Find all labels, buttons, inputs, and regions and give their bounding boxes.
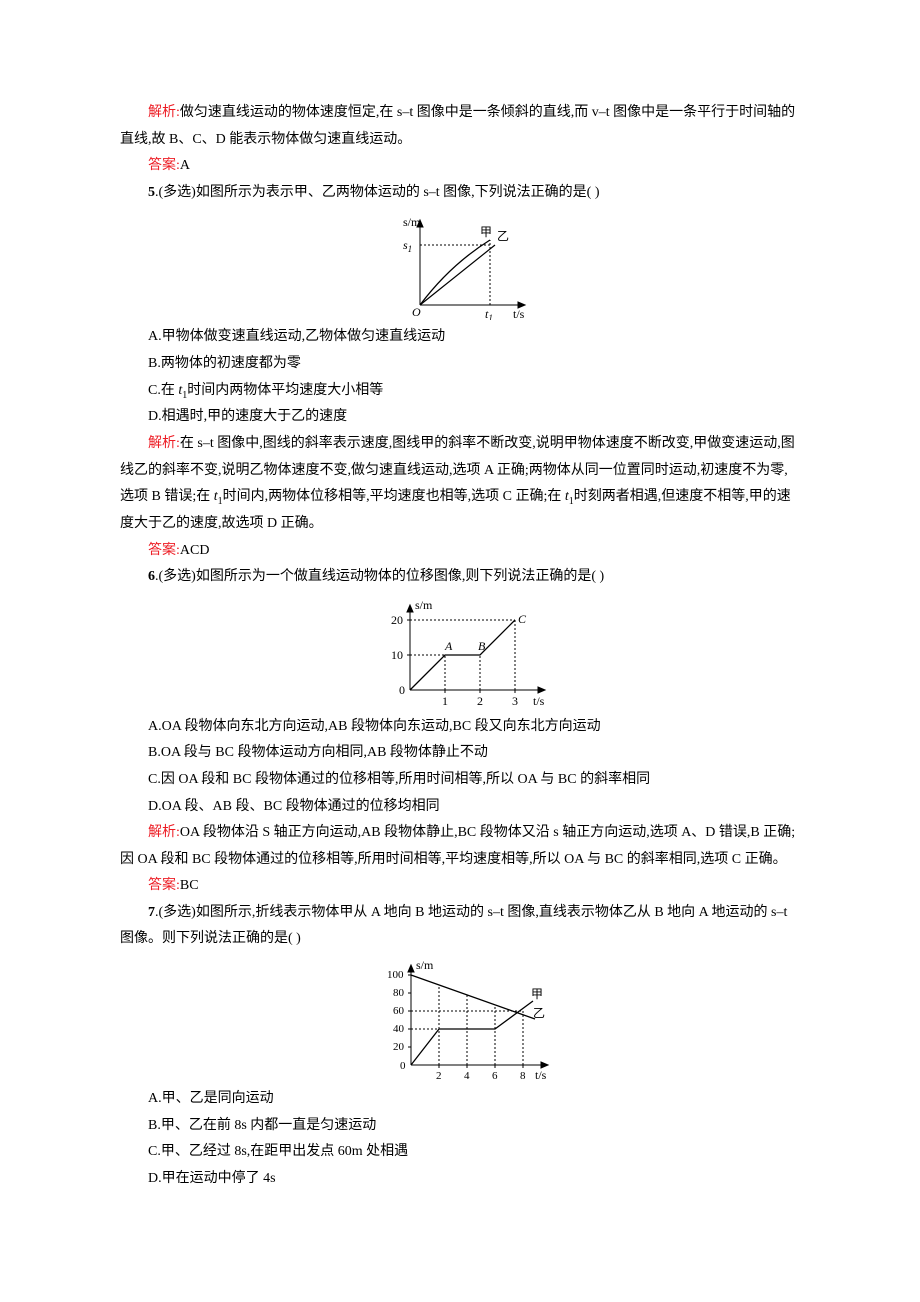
ytick-40: 40	[393, 1023, 405, 1035]
origin-label: O	[412, 305, 421, 319]
q6-answer-value: BC	[180, 878, 199, 893]
q7-opt-b: B.甲、乙在前 8s 内都一直是匀速运动	[120, 1113, 800, 1140]
path-oabc	[410, 620, 515, 690]
line-yi	[411, 975, 535, 1019]
explain-label: 解析:	[148, 436, 180, 451]
q7-figure: s/m t/s 0 20 40 60 80 100 2 4 6 8 甲 乙	[120, 957, 800, 1082]
q5-opt-c: C.在 t1时间内两物体平均速度大小相等	[120, 378, 800, 405]
explain-label: 解析:	[148, 825, 180, 840]
q6-explanation: 解析:OA 段物体沿 S 轴正方向运动,AB 段物体静止,BC 段物体又沿 s …	[120, 820, 800, 873]
q5-chart: s/m t/s O s1 t1 甲 乙	[385, 210, 535, 320]
xtick-6: 6	[492, 1070, 498, 1082]
explain-label: 解析:	[148, 105, 180, 120]
label-yi: 乙	[497, 229, 509, 243]
label-yi: 乙	[533, 1006, 545, 1020]
q6-opt-b: B.OA 段与 BC 段物体运动方向相同,AB 段物体静止不动	[120, 740, 800, 767]
q6-number: 6	[148, 569, 155, 584]
q6-answer: 答案:BC	[120, 873, 800, 900]
x-axis-label: t/s	[535, 1068, 547, 1082]
q4-explanation: 解析:做匀速直线运动的物体速度恒定,在 s–t 图像中是一条倾斜的直线,而 v–…	[120, 100, 800, 153]
q6-stem: 6.(多选)如图所示为一个做直线运动物体的位移图像,则下列说法正确的是( )	[120, 564, 800, 591]
q6-tag: .(多选)如图所示为一个做直线运动物体的位移图像,则下列说法正确的是( )	[155, 569, 604, 584]
ytick-60: 60	[393, 1005, 405, 1017]
xtick-4: 4	[464, 1070, 470, 1082]
q7-opt-d: D.甲在运动中停了 4s	[120, 1166, 800, 1193]
q4-answer-value: A	[180, 158, 190, 173]
t1-label: t1	[485, 307, 493, 320]
q6-explain-text: OA 段物体沿 S 轴正方向运动,AB 段物体静止,BC 段物体又沿 s 轴正方…	[120, 825, 795, 867]
y-axis-label: s/m	[416, 958, 434, 972]
answer-label: 答案:	[148, 878, 180, 893]
q5-explanation: 解析:在 s–t 图像中,图线的斜率表示速度,图线甲的斜率不断改变,说明甲物体速…	[120, 431, 800, 538]
q6-figure: s/m t/s 0 10 20 1 2 3 A B C	[120, 595, 800, 710]
q7-tag: .(多选)如图所示,折线表示物体甲从 A 地向 B 地运动的 s–t 图像,直线…	[120, 905, 787, 947]
xtick-1: 1	[442, 694, 448, 708]
q4-answer: 答案:A	[120, 153, 800, 180]
q6-opt-a: A.OA 段物体向东北方向运动,AB 段物体向东运动,BC 段又向东北方向运动	[120, 714, 800, 741]
line-yi	[420, 245, 495, 305]
x-axis-label: t/s	[513, 307, 525, 320]
q4-explain-text: 做匀速直线运动的物体速度恒定,在 s–t 图像中是一条倾斜的直线,而 v–t 图…	[120, 105, 795, 147]
ytick-0: 0	[400, 1060, 406, 1072]
q5-opt-a: A.甲物体做变速直线运动,乙物体做匀速直线运动	[120, 324, 800, 351]
q6-opt-c: C.因 OA 段和 BC 段物体通过的位移相等,所用时间相等,所以 OA 与 B…	[120, 767, 800, 794]
q6-chart: s/m t/s 0 10 20 1 2 3 A B C	[365, 595, 555, 710]
q5-stem: 5.(多选)如图所示为表示甲、乙两物体运动的 s–t 图像,下列说法正确的是( …	[120, 180, 800, 207]
q5-tag: .(多选)如图所示为表示甲、乙两物体运动的 s–t 图像,下列说法正确的是( )	[155, 185, 600, 200]
q5-opt-d: D.相遇时,甲的速度大于乙的速度	[120, 404, 800, 431]
xtick-2: 2	[436, 1070, 442, 1082]
label-jia: 甲	[480, 225, 492, 239]
x-axis-label: t/s	[533, 694, 545, 708]
q7-number: 7	[148, 905, 155, 920]
q5-answer-value: ACD	[180, 543, 210, 558]
q6-opt-d: D.OA 段、AB 段、BC 段物体通过的位移均相同	[120, 794, 800, 821]
q7-opt-a: A.甲、乙是同向运动	[120, 1086, 800, 1113]
label-A: A	[444, 639, 453, 653]
label-C: C	[518, 612, 527, 626]
q7-stem: 7.(多选)如图所示,折线表示物体甲从 A 地向 B 地运动的 s–t 图像,直…	[120, 900, 800, 953]
q7-opt-c: C.甲、乙经过 8s,在距甲出发点 60m 处相遇	[120, 1139, 800, 1166]
ytick-20: 20	[391, 613, 403, 627]
ytick-10: 10	[391, 648, 403, 662]
y-axis-label: s/m	[403, 215, 421, 229]
ytick-80: 80	[393, 987, 405, 999]
s1-label: s1	[403, 238, 412, 254]
ytick-0: 0	[399, 683, 405, 697]
q5-answer: 答案:ACD	[120, 538, 800, 565]
xtick-8: 8	[520, 1070, 526, 1082]
curve-jia	[420, 240, 490, 305]
q5-number: 5	[148, 185, 155, 200]
label-jia: 甲	[531, 987, 543, 1001]
y-axis-label: s/m	[415, 598, 433, 612]
ytick-20: 20	[393, 1041, 405, 1053]
xtick-2: 2	[477, 694, 483, 708]
q5-opt-b: B.两物体的初速度都为零	[120, 351, 800, 378]
answer-label: 答案:	[148, 543, 180, 558]
xtick-3: 3	[512, 694, 518, 708]
answer-label: 答案:	[148, 158, 180, 173]
ytick-100: 100	[387, 969, 404, 981]
q5-figure: s/m t/s O s1 t1 甲 乙	[120, 210, 800, 320]
label-B: B	[478, 639, 486, 653]
q7-chart: s/m t/s 0 20 40 60 80 100 2 4 6 8 甲 乙	[363, 957, 558, 1082]
